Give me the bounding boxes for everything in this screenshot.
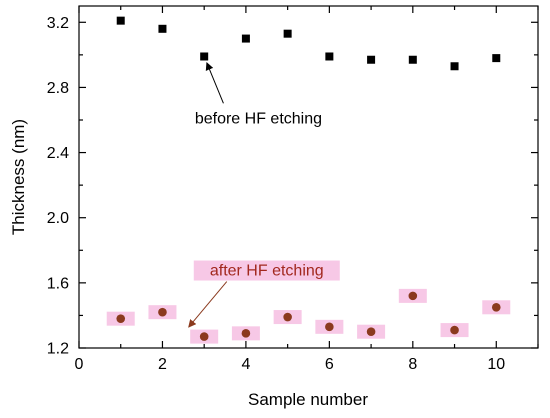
after-hf-point: [366, 327, 376, 337]
after-hf-point: [450, 325, 459, 335]
ticks-layer: 0 2 4 6 8 10 1.2 1.6 2.0 2.4 2.8 3.2: [47, 6, 539, 373]
before-hf-point: [241, 34, 250, 43]
x-tick-label: 2: [158, 356, 167, 373]
y-tick-label: 2.8: [47, 80, 69, 97]
before-hf-point: [158, 24, 167, 33]
annotation-arrow-after-hf: [188, 281, 228, 328]
highlight-layer: [106, 288, 511, 344]
before-hf-point: [283, 29, 292, 38]
before-hf-point: [450, 62, 459, 71]
before-hf-point: [408, 55, 417, 64]
y-axis-title: Thickness (nm): [9, 119, 28, 235]
after-hf-point: [283, 312, 292, 322]
before-hf-point: [116, 16, 125, 25]
points-layer: [116, 16, 501, 341]
x-tick-label: 4: [241, 356, 250, 373]
annotation-before-hf: before HF etching: [195, 110, 322, 127]
after-hf-point: [116, 314, 126, 323]
after-hf-point: [408, 291, 418, 301]
x-tick-label: 8: [408, 356, 417, 373]
x-axis-title: Sample number: [248, 390, 368, 409]
x-tick-label: 10: [487, 356, 505, 373]
annotations-layer: before HF etching after HF etching: [188, 62, 340, 328]
before-hf-point: [325, 52, 334, 61]
x-tick-label: 6: [325, 356, 334, 373]
after-hf-point: [199, 332, 209, 341]
annotation-highlight-box: [193, 260, 340, 281]
x-tick-label: 0: [75, 356, 84, 373]
after-hf-point: [325, 322, 334, 332]
after-hf-point: [158, 307, 167, 317]
annotation-arrow-before-hf: [205, 62, 224, 104]
y-tick-label: 1.2: [47, 341, 69, 358]
after-hf-point: [241, 329, 251, 338]
before-hf-point: [367, 55, 376, 64]
before-hf-point: [492, 54, 501, 63]
y-tick-label: 1.6: [47, 275, 69, 292]
annotation-after-hf: after HF etching: [210, 263, 324, 280]
y-tick-label: 3.2: [47, 15, 69, 32]
y-tick-label: 2.4: [47, 145, 69, 162]
after-hf-point: [491, 302, 501, 312]
before-hf-point: [200, 52, 209, 61]
plot-frame: [78, 5, 539, 349]
y-tick-label: 2.0: [47, 210, 69, 227]
